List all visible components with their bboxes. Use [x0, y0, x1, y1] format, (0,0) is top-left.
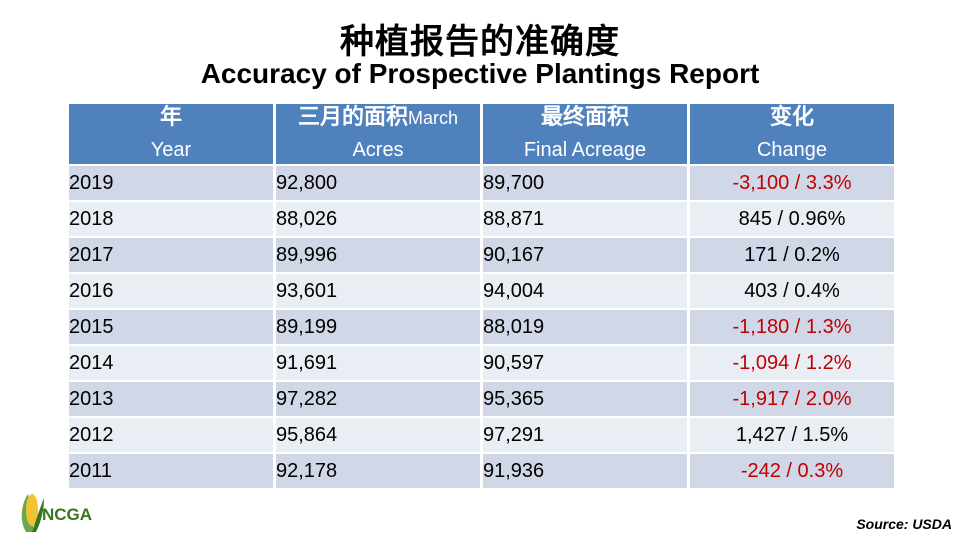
source-note: Source: USDA — [856, 516, 952, 532]
march-acres-cell: 88,026 — [276, 202, 480, 236]
final-acreage-cell: 88,871 — [483, 202, 687, 236]
year-cell: 2015 — [69, 310, 273, 344]
table-row: 2015 89,199 88,019 -1,180 / 1.3% — [69, 310, 894, 344]
year-cell: 2018 — [69, 202, 273, 236]
march-acres-cell: 93,601 — [276, 274, 480, 308]
final-acreage-cell: 90,167 — [483, 238, 687, 272]
change-cell: 403 / 0.4% — [690, 274, 894, 308]
corn-icon — [21, 494, 44, 532]
year-cell: 2016 — [69, 274, 273, 308]
year-cell: 2011 — [69, 454, 273, 488]
change-cell: -1,180 / 1.3% — [690, 310, 894, 344]
table-row: 2016 93,601 94,004 403 / 0.4% — [69, 274, 894, 308]
header-change: 变化 Change — [690, 104, 894, 164]
march-acres-cell: 92,178 — [276, 454, 480, 488]
logo-text: NCGA — [42, 505, 92, 524]
header-march-cn: 三月的面积 — [297, 105, 408, 130]
table-header-row: 年 Year 三月的面积March Acres 最终面积 Final Acrea… — [69, 104, 894, 164]
change-cell: -1,917 / 2.0% — [690, 382, 894, 416]
table-row: 2019 92,800 89,700 -3,100 / 3.3% — [69, 166, 894, 200]
march-acres-cell: 92,800 — [276, 166, 480, 200]
table-row: 2013 97,282 95,365 -1,917 / 2.0% — [69, 382, 894, 416]
final-acreage-cell: 90,597 — [483, 346, 687, 380]
march-acres-cell: 97,282 — [276, 382, 480, 416]
table-row: 2012 95,864 97,291 1,427 / 1.5% — [69, 418, 894, 452]
march-acres-cell: 89,199 — [276, 310, 480, 344]
header-final-en: Final Acreage — [523, 139, 647, 161]
change-cell: 171 / 0.2% — [690, 238, 894, 272]
change-cell: -1,094 / 1.2% — [690, 346, 894, 380]
year-cell: 2012 — [69, 418, 273, 452]
march-acres-cell: 95,864 — [276, 418, 480, 452]
header-final: 最终面积 Final Acreage — [483, 104, 687, 164]
slide-title-english: Accuracy of Prospective Plantings Report — [200, 58, 760, 89]
header-march-cn-suffix: March — [408, 108, 459, 128]
year-cell: 2013 — [69, 382, 273, 416]
final-acreage-cell: 97,291 — [483, 418, 687, 452]
final-acreage-cell: 89,700 — [483, 166, 687, 200]
march-acres-cell: 89,996 — [276, 238, 480, 272]
final-acreage-cell: 95,365 — [483, 382, 687, 416]
header-final-cn: 最终面积 — [540, 105, 629, 130]
table-row: 2011 92,178 91,936 -242 / 0.3% — [69, 454, 894, 488]
header-march-en: Acres — [352, 139, 404, 161]
final-acreage-cell: 94,004 — [483, 274, 687, 308]
year-cell: 2014 — [69, 346, 273, 380]
header-year: 年 Year — [69, 104, 273, 164]
change-cell: -3,100 / 3.3% — [690, 166, 894, 200]
table-row: 2014 91,691 90,597 -1,094 / 1.2% — [69, 346, 894, 380]
year-cell: 2017 — [69, 238, 273, 272]
header-year-en: Year — [150, 139, 192, 161]
header-change-cn: 变化 — [769, 105, 814, 130]
final-acreage-cell: 88,019 — [483, 310, 687, 344]
table-row: 2017 89,996 90,167 171 / 0.2% — [69, 238, 894, 272]
header-change-en: Change — [756, 139, 828, 161]
slide-title-chinese: 种植报告的准确度 — [340, 22, 620, 62]
change-cell: -242 / 0.3% — [690, 454, 894, 488]
march-acres-cell: 91,691 — [276, 346, 480, 380]
accuracy-table: 年 Year 三月的面积March Acres 最终面积 Final Acrea… — [66, 102, 897, 490]
change-cell: 1,427 / 1.5% — [690, 418, 894, 452]
year-cell: 2019 — [69, 166, 273, 200]
header-year-cn: 年 — [159, 105, 182, 130]
change-cell: 845 / 0.96% — [690, 202, 894, 236]
header-march: 三月的面积March Acres — [276, 104, 480, 164]
final-acreage-cell: 91,936 — [483, 454, 687, 488]
ncga-logo: NCGA — [21, 494, 92, 532]
table-row: 2018 88,026 88,871 845 / 0.96% — [69, 202, 894, 236]
